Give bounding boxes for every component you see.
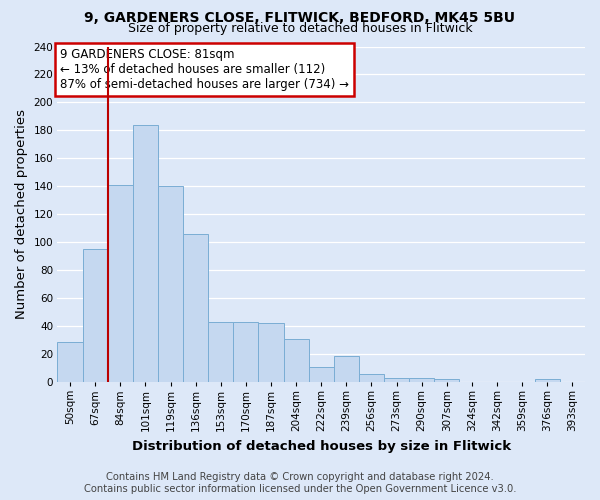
Bar [308,366,334,382]
Bar [535,380,560,382]
Bar [208,322,233,382]
Bar [158,186,183,382]
Bar [334,356,359,382]
Bar [58,342,83,382]
Bar [183,234,208,382]
X-axis label: Distribution of detached houses by size in Flitwick: Distribution of detached houses by size … [131,440,511,452]
Bar [384,378,409,382]
Text: Size of property relative to detached houses in Flitwick: Size of property relative to detached ho… [128,22,472,35]
Bar [359,374,384,382]
Bar [133,125,158,382]
Bar [233,322,259,382]
Text: Contains HM Land Registry data © Crown copyright and database right 2024.
Contai: Contains HM Land Registry data © Crown c… [84,472,516,494]
Bar [434,380,460,382]
Bar [83,250,108,382]
Bar [259,324,284,382]
Bar [284,338,308,382]
Bar [409,378,434,382]
Bar [108,185,133,382]
Y-axis label: Number of detached properties: Number of detached properties [15,110,28,320]
Text: 9 GARDENERS CLOSE: 81sqm
← 13% of detached houses are smaller (112)
87% of semi-: 9 GARDENERS CLOSE: 81sqm ← 13% of detach… [60,48,349,91]
Text: 9, GARDENERS CLOSE, FLITWICK, BEDFORD, MK45 5BU: 9, GARDENERS CLOSE, FLITWICK, BEDFORD, M… [85,12,515,26]
